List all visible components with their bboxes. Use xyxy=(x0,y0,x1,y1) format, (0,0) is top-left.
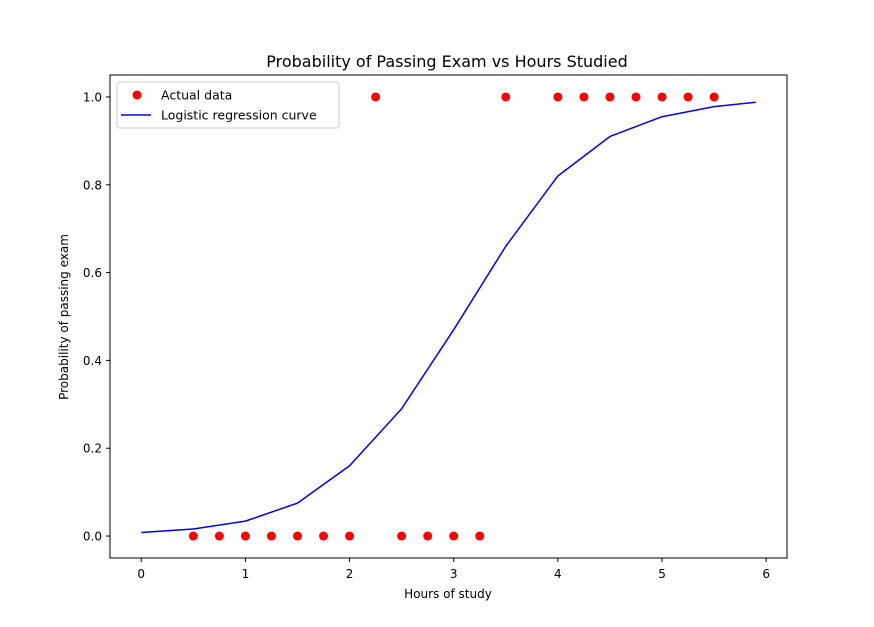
x-tick-label: 6 xyxy=(762,567,770,581)
logistic-regression-curve xyxy=(141,101,756,534)
x-tick-label: 1 xyxy=(242,567,250,581)
data-point xyxy=(553,92,563,102)
data-point xyxy=(579,92,589,102)
legend-box xyxy=(116,81,340,129)
y-tick-label: 0.2 xyxy=(83,442,102,456)
data-point xyxy=(475,531,485,541)
y-tick-label: 0.4 xyxy=(83,354,102,368)
data-point xyxy=(423,531,433,541)
x-tick-label: 3 xyxy=(450,567,458,581)
x-tick-label: 2 xyxy=(346,567,354,581)
y-axis-label: Probability of passing exam xyxy=(57,234,71,400)
legend-label-logistic-curve: Logistic regression curve xyxy=(161,108,317,123)
data-point xyxy=(397,531,407,541)
data-point xyxy=(631,92,641,102)
x-tick-label: 5 xyxy=(658,567,666,581)
y-tick-label: 0.6 xyxy=(83,266,102,280)
data-point xyxy=(188,531,198,541)
data-point xyxy=(657,92,667,102)
data-point xyxy=(240,531,250,541)
y-tick-label: 0.0 xyxy=(83,530,102,544)
data-point xyxy=(266,531,276,541)
x-axis-label: Hours of study xyxy=(404,587,492,601)
legend-marker-actual-data xyxy=(132,90,142,100)
y-tick-label: 1.0 xyxy=(83,90,102,104)
data-point xyxy=(449,531,459,541)
chart-title: Probability of Passing Exam vs Hours Stu… xyxy=(266,52,627,71)
data-point xyxy=(345,531,355,541)
data-point xyxy=(214,531,224,541)
data-point xyxy=(605,92,615,102)
y-tick-label: 0.8 xyxy=(83,178,102,192)
data-point xyxy=(501,92,511,102)
x-tick-label: 0 xyxy=(137,567,145,581)
data-point xyxy=(371,92,381,102)
legend: Actual data Logistic regression curve xyxy=(116,81,340,129)
legend-label-actual-data: Actual data xyxy=(161,88,232,103)
x-tick-label: 4 xyxy=(554,567,562,581)
plot-frame xyxy=(109,74,788,559)
data-point xyxy=(683,92,693,102)
data-point xyxy=(292,531,302,541)
data-point xyxy=(709,92,719,102)
data-point xyxy=(319,531,329,541)
